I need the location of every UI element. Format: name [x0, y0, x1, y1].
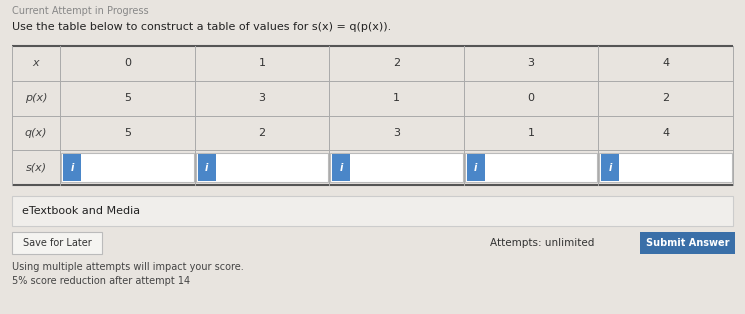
Text: 3: 3 [527, 58, 535, 68]
Text: 2: 2 [662, 93, 669, 103]
Bar [196, 153, 329, 182]
Bar [12, 232, 102, 254]
Text: 0: 0 [527, 93, 535, 103]
Bar [332, 154, 350, 181]
Text: 5% score reduction after attempt 14: 5% score reduction after attempt 14 [12, 276, 190, 286]
Text: p(x): p(x) [25, 93, 47, 103]
Text: Submit Answer: Submit Answer [646, 238, 729, 248]
Text: Using multiple attempts will impact your score.: Using multiple attempts will impact your… [12, 262, 244, 272]
Text: 4: 4 [662, 128, 669, 138]
Text: 3: 3 [393, 128, 400, 138]
Text: 0: 0 [124, 58, 131, 68]
Text: Save for Later: Save for Later [22, 238, 92, 248]
Text: Use the table below to construct a table of values for s(x) = q(p(x)).: Use the table below to construct a table… [12, 22, 391, 32]
Text: i: i [205, 163, 209, 173]
Text: 5: 5 [124, 93, 131, 103]
Text: eTextbook and Media: eTextbook and Media [22, 206, 140, 216]
Text: i: i [609, 163, 612, 173]
Bar [63, 154, 81, 181]
Text: q(x): q(x) [25, 128, 47, 138]
Text: x: x [33, 58, 39, 68]
Text: 2: 2 [259, 128, 265, 138]
Bar [601, 154, 619, 181]
Bar [640, 232, 735, 254]
Bar [465, 153, 597, 182]
Bar [197, 154, 215, 181]
Bar [467, 154, 485, 181]
Text: s(x): s(x) [25, 163, 46, 173]
Text: 1: 1 [393, 93, 400, 103]
Text: 5: 5 [124, 128, 131, 138]
Text: 2: 2 [393, 58, 400, 68]
Text: Current Attempt in Progress: Current Attempt in Progress [12, 6, 148, 16]
Bar [12, 196, 733, 226]
Text: 4: 4 [662, 58, 669, 68]
Text: 1: 1 [259, 58, 265, 68]
Text: Attempts: unlimited: Attempts: unlimited [490, 238, 595, 248]
Text: i: i [474, 163, 478, 173]
Bar [61, 153, 194, 182]
Text: 1: 1 [527, 128, 535, 138]
Text: i: i [70, 163, 74, 173]
Bar [330, 153, 463, 182]
Bar [600, 153, 732, 182]
Text: 3: 3 [259, 93, 265, 103]
Text: i: i [340, 163, 343, 173]
